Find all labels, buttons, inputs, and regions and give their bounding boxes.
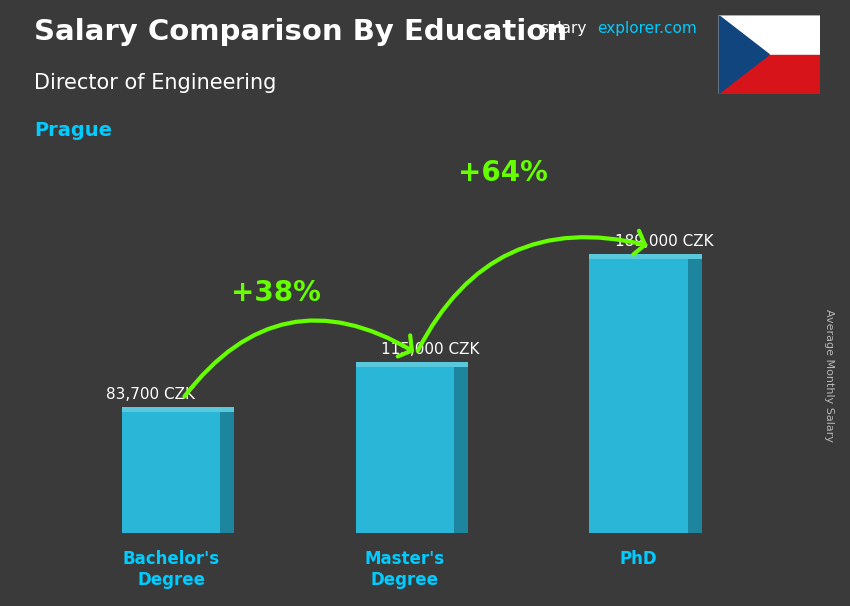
- Polygon shape: [688, 259, 701, 533]
- Text: Director of Engineering: Director of Engineering: [34, 73, 276, 93]
- Text: explorer.com: explorer.com: [598, 21, 697, 36]
- Polygon shape: [355, 367, 454, 533]
- Text: 189,000 CZK: 189,000 CZK: [615, 235, 714, 250]
- Polygon shape: [454, 367, 468, 533]
- Polygon shape: [590, 255, 701, 259]
- Text: Average Monthly Salary: Average Monthly Salary: [824, 309, 834, 442]
- Polygon shape: [220, 412, 234, 533]
- Text: Prague: Prague: [34, 121, 112, 140]
- Text: +64%: +64%: [458, 159, 548, 187]
- Polygon shape: [590, 259, 688, 533]
- Text: +38%: +38%: [231, 279, 321, 307]
- Polygon shape: [355, 362, 468, 367]
- Bar: [718, 15, 820, 55]
- Text: salary: salary: [540, 21, 586, 36]
- Text: 115,000 CZK: 115,000 CZK: [382, 342, 480, 356]
- Polygon shape: [718, 15, 769, 94]
- Polygon shape: [122, 412, 220, 533]
- Polygon shape: [122, 407, 234, 412]
- Bar: [718, 55, 820, 94]
- Text: 83,700 CZK: 83,700 CZK: [105, 387, 195, 402]
- Text: Salary Comparison By Education: Salary Comparison By Education: [34, 18, 567, 46]
